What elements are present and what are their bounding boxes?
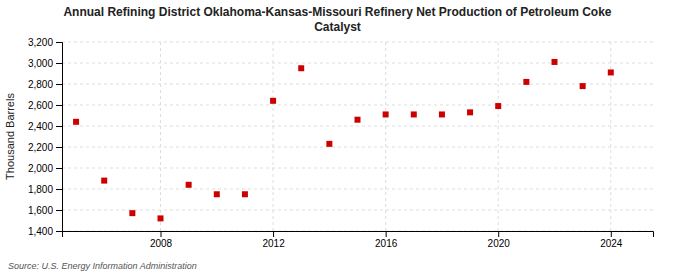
point [270, 98, 276, 104]
tick: 2,800 [28, 79, 62, 90]
axis-line [63, 232, 654, 238]
tick-mark [56, 42, 62, 43]
grid-line [273, 42, 274, 231]
tick: 2,600 [28, 100, 62, 111]
tick-mark [56, 168, 62, 169]
point [411, 111, 417, 117]
tick-label: 2,600 [28, 100, 53, 111]
tick: 2,200 [28, 142, 62, 153]
plot: 2008 2012 2016 2020 2024 1,400 1,600 1,800 2,000… [28, 37, 654, 249]
tick: 1,800 [28, 184, 62, 195]
tick-label: 3,200 [28, 37, 53, 48]
point [129, 210, 135, 216]
grid-line [62, 63, 653, 64]
grid-line [62, 105, 653, 106]
tick-mark [56, 63, 62, 64]
tick-label: 2020 [488, 238, 511, 249]
tick: 2020 [488, 231, 511, 249]
tick: 3,000 [28, 58, 62, 69]
source-note: Source: U.S. Energy Information Administ… [8, 261, 197, 271]
grid-line [62, 189, 653, 190]
point [355, 117, 361, 123]
tick: 2012 [262, 231, 285, 249]
grid-line [62, 210, 653, 211]
x-axis: 2008 2012 2016 2020 2024 [63, 231, 654, 249]
points [73, 59, 614, 221]
point [495, 103, 501, 109]
tick-label: 2,400 [28, 121, 53, 132]
grid-line [385, 42, 386, 231]
point [552, 59, 558, 65]
point [580, 83, 586, 89]
tick: 3,200 [28, 37, 62, 48]
chart: Annual Refining District Oklahoma-Kansas… [0, 0, 675, 275]
tick-label: 2012 [262, 238, 285, 249]
tick: 1,600 [28, 205, 62, 216]
tick-mark [161, 231, 162, 237]
tick-label: 1,400 [28, 226, 53, 237]
point [214, 191, 220, 197]
title: Annual Refining District Oklahoma-Kansas… [63, 5, 611, 34]
tick-label: 2,000 [28, 163, 53, 174]
grid-line [62, 42, 653, 43]
tick: 1,400 [28, 226, 62, 237]
tick: 2016 [375, 231, 398, 249]
point [298, 65, 304, 71]
tick-label: 2,800 [28, 79, 53, 90]
tick-mark [56, 189, 62, 190]
point [101, 178, 107, 184]
tick-label: 2024 [600, 238, 623, 249]
point [523, 79, 529, 85]
point [383, 111, 389, 117]
title-line: Annual Refining District Oklahoma-Kansas… [63, 5, 611, 19]
tick-mark [56, 105, 62, 106]
tick-label: 2,200 [28, 142, 53, 153]
tick-mark [498, 231, 499, 237]
tick-mark [56, 126, 62, 127]
axis-line [56, 43, 63, 232]
point [73, 119, 79, 125]
tick: 2008 [150, 231, 173, 249]
grid-line [62, 147, 653, 148]
point [158, 215, 164, 221]
tick-mark [56, 231, 62, 232]
tick-label: 3,000 [28, 58, 53, 69]
tick-mark [611, 231, 612, 237]
tick-label: 1,800 [28, 184, 53, 195]
tick: 2,400 [28, 121, 62, 132]
tick-label: 2008 [150, 238, 173, 249]
grid-line [62, 126, 653, 127]
grid [62, 42, 653, 231]
y-axis-label: Thousand Barrels [4, 93, 16, 180]
tick-mark [56, 147, 62, 148]
point [608, 69, 614, 75]
title-line: Catalyst [314, 20, 361, 34]
point [467, 109, 473, 115]
tick-mark [273, 231, 274, 237]
tick: 2024 [600, 231, 623, 249]
point [439, 111, 445, 117]
tick-mark [386, 231, 387, 237]
tick-mark [56, 84, 62, 85]
grid-line [498, 42, 499, 231]
grid-line [62, 168, 653, 169]
tick-label: 1,600 [28, 205, 53, 216]
y-axis: 1,400 1,600 1,800 2,000 2,200 2,400 2,600 2,800… [28, 37, 63, 237]
grid-line [160, 42, 161, 231]
tick-mark [56, 210, 62, 211]
tick: 2,000 [28, 163, 62, 174]
point [326, 141, 332, 147]
point [186, 182, 192, 188]
point [242, 191, 248, 197]
tick-label: 2016 [375, 238, 398, 249]
grid-line [62, 84, 653, 85]
